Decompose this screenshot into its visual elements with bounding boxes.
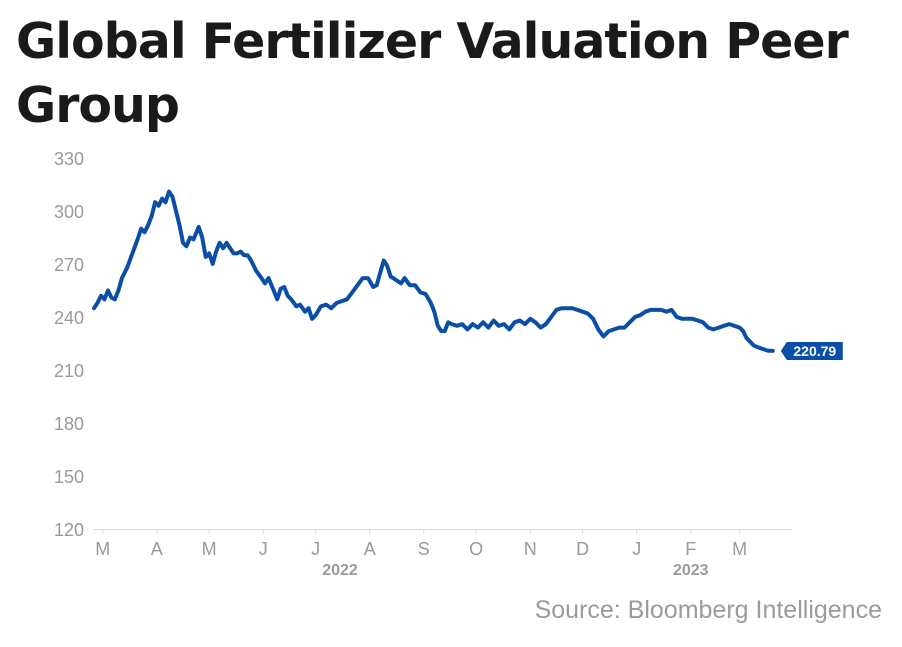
x-tick-label: S [418,539,430,559]
y-tick-label: 210 [54,361,84,381]
source-note: Source: Bloomberg Intelligence [534,596,882,624]
y-tick-label: 240 [54,308,84,328]
x-tick-label: A [364,539,376,559]
data-series [92,189,775,353]
x-tick-label: J [632,539,641,559]
y-tick-label: 150 [54,467,84,487]
x-tick-label: M [95,539,110,559]
x-tick-label: F [685,539,696,559]
x-tick-label: O [469,539,483,559]
x-tick-label: J [259,539,268,559]
year-label: 2022 [322,562,358,579]
y-tick-label: 120 [54,520,84,540]
x-tick-label: D [576,539,589,559]
last-value-label: 220.79 [793,343,836,359]
year-labels: 2022 2023 [322,562,708,579]
chart-title: Global Fertilizer Valuation Peer Group [16,13,849,134]
x-tick-label: M [202,539,217,559]
last-value-badge [780,341,843,360]
x-tick-label: A [151,539,163,559]
y-tick-label: 330 [54,149,84,169]
x-tick-label: J [311,539,320,559]
y-tick-label: 180 [54,414,84,434]
x-tick-label: N [524,539,537,559]
year-label: 2023 [673,562,709,579]
y-tick-label: 270 [54,255,84,275]
series-line [92,189,775,353]
last-value-callout: 220.79 [780,341,843,360]
x-tick-label: M [732,539,747,559]
y-axis-labels: 120 150 180 210 240 270 300 330 [54,149,84,540]
y-tick-label: 300 [54,202,84,222]
